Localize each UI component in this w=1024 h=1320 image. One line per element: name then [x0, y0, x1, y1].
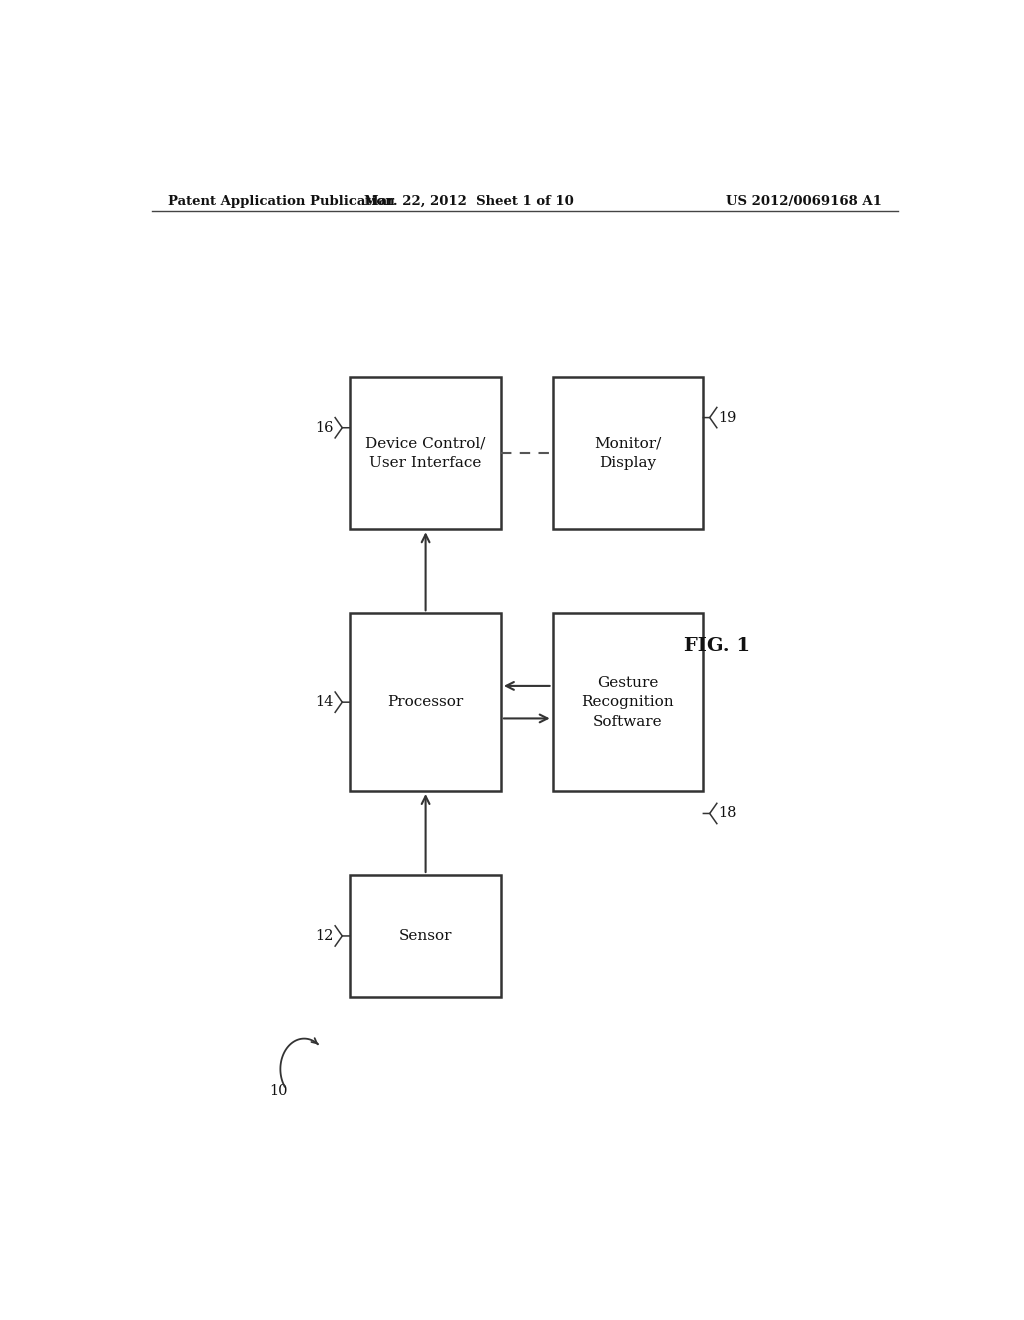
- Bar: [350, 875, 501, 997]
- Text: Sensor: Sensor: [399, 929, 453, 942]
- Text: US 2012/0069168 A1: US 2012/0069168 A1: [726, 194, 882, 207]
- Bar: [553, 614, 703, 791]
- Text: Processor: Processor: [387, 696, 464, 709]
- Bar: [350, 614, 501, 791]
- Text: Device Control/
User Interface: Device Control/ User Interface: [366, 437, 485, 470]
- Text: 10: 10: [269, 1085, 288, 1098]
- Text: 12: 12: [315, 929, 334, 942]
- Text: Monitor/
Display: Monitor/ Display: [594, 437, 662, 470]
- Text: Patent Application Publication: Patent Application Publication: [168, 194, 394, 207]
- Text: 14: 14: [315, 696, 334, 709]
- Text: Mar. 22, 2012  Sheet 1 of 10: Mar. 22, 2012 Sheet 1 of 10: [365, 194, 574, 207]
- Text: 18: 18: [718, 807, 736, 821]
- Text: 19: 19: [718, 411, 736, 425]
- Bar: [553, 378, 703, 529]
- Text: FIG. 1: FIG. 1: [684, 638, 750, 655]
- Text: 16: 16: [315, 421, 334, 434]
- Bar: [350, 378, 501, 529]
- Text: Gesture
Recognition
Software: Gesture Recognition Software: [582, 676, 674, 729]
